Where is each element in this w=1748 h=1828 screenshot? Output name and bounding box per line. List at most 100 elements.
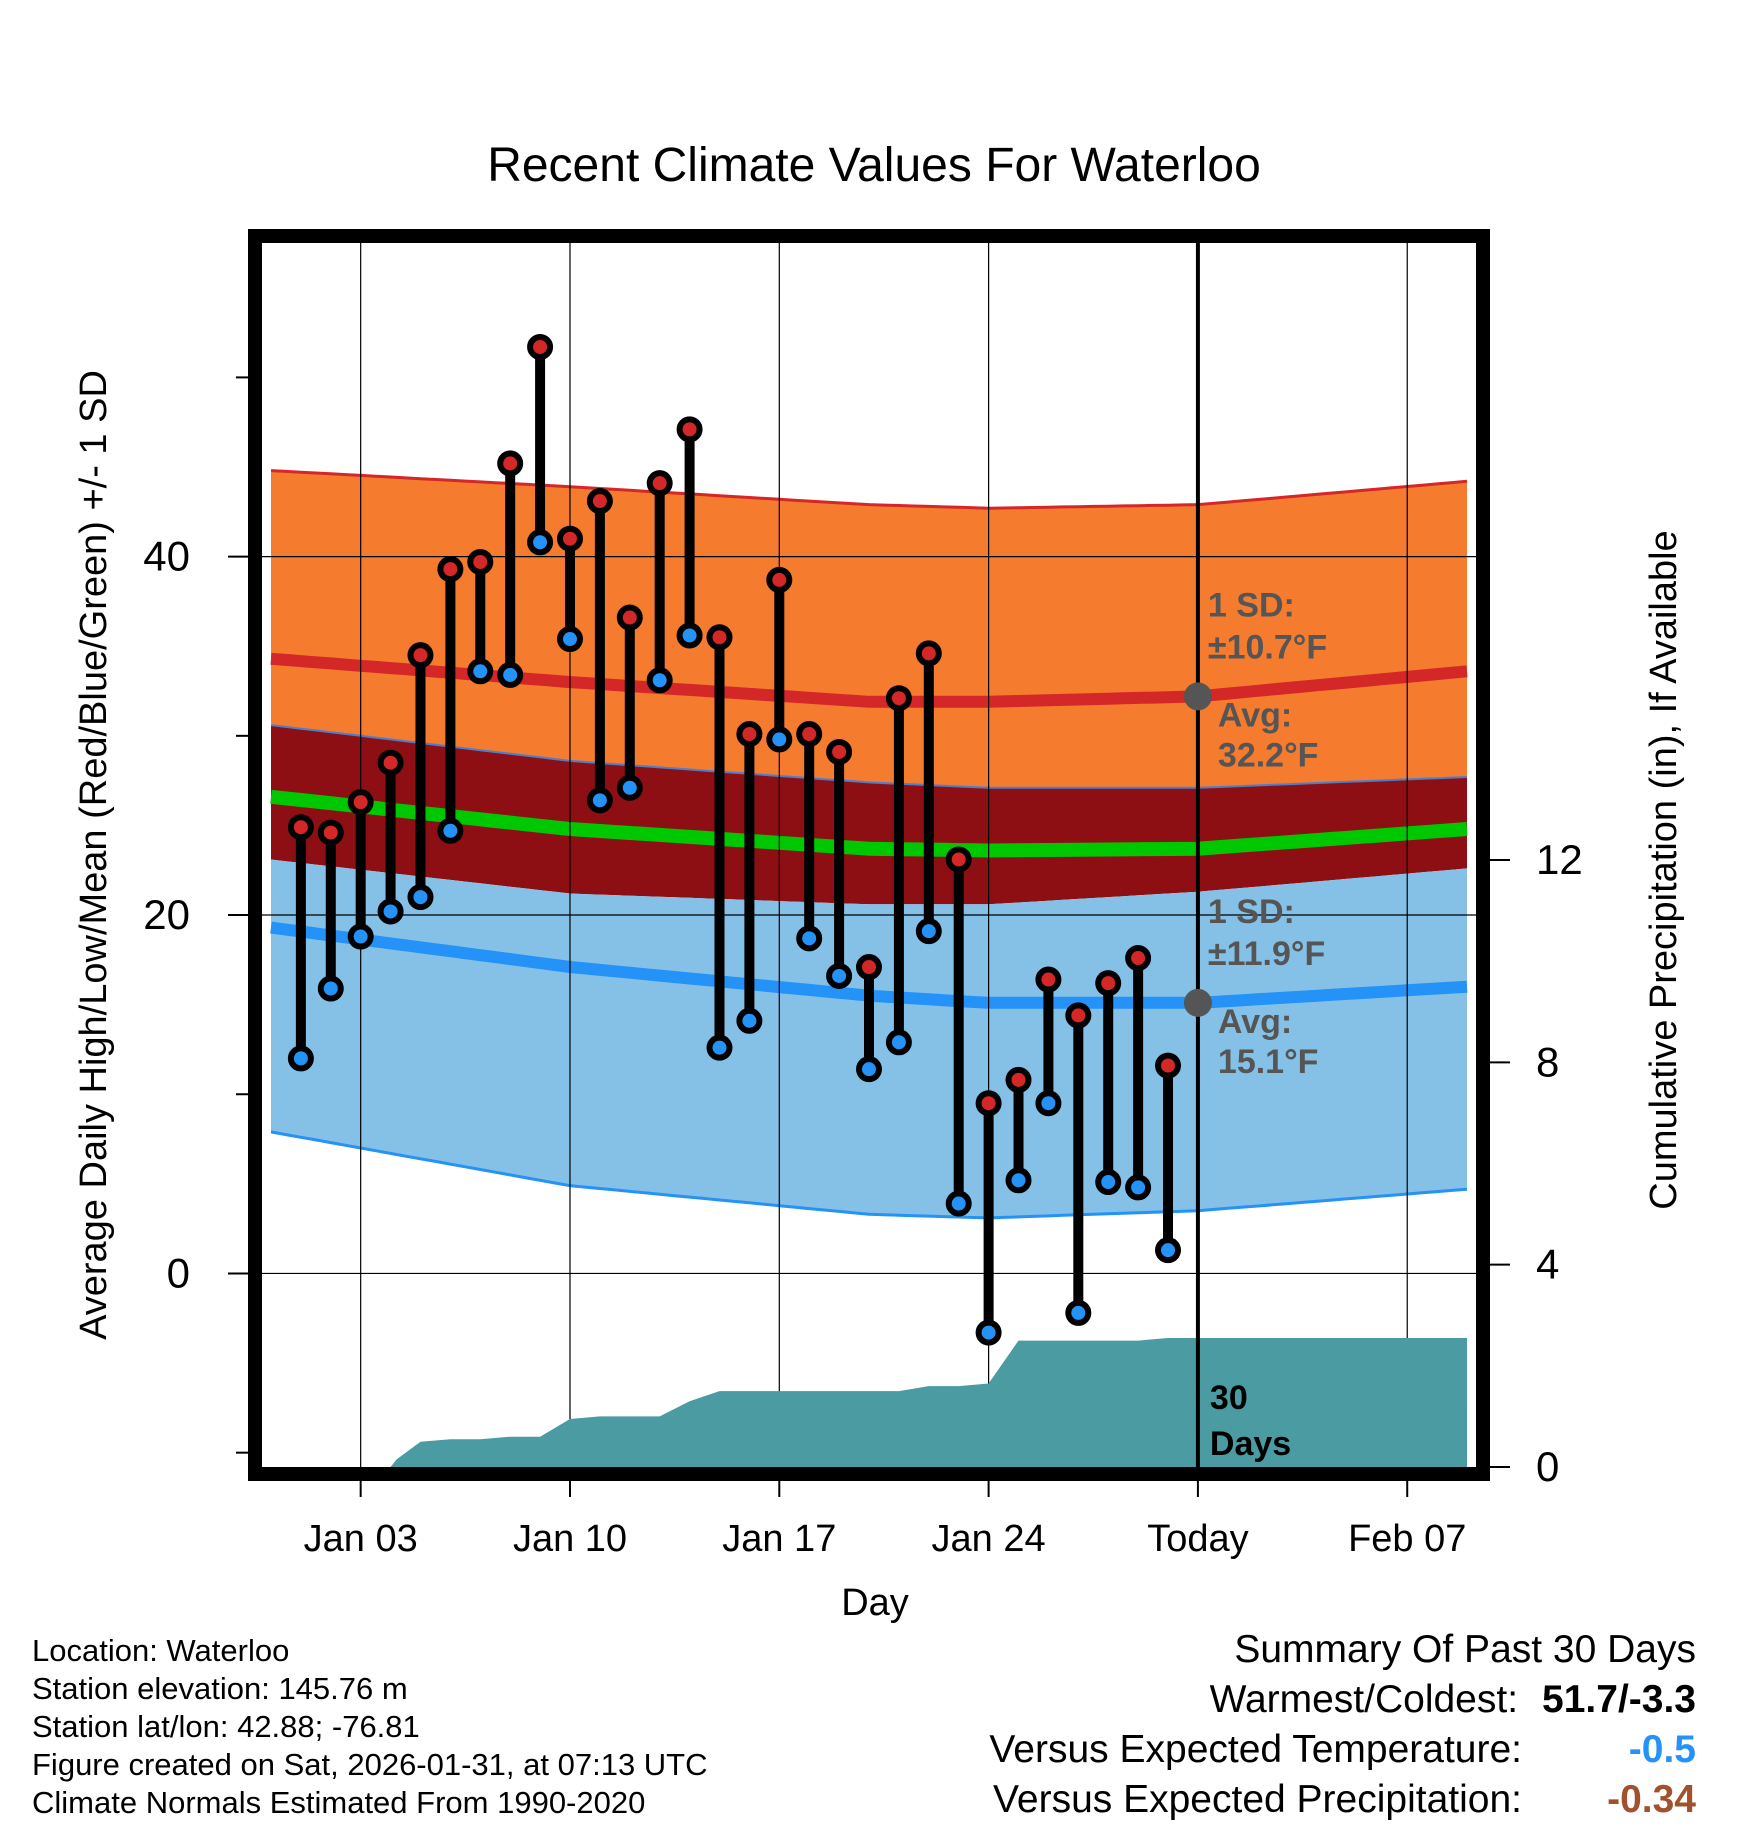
window-label-number: 30	[1210, 1379, 1248, 1417]
right-y-tick-label: 0	[1536, 1443, 1559, 1490]
right-y-tick-label: 12	[1536, 836, 1583, 883]
high-average-marker	[1183, 682, 1212, 711]
day-observation	[527, 333, 554, 556]
day-observation	[347, 789, 374, 950]
window-label-days: Days	[1210, 1425, 1291, 1463]
obs-low-marker	[826, 962, 853, 989]
day-observation	[287, 814, 314, 1072]
obs-high-marker	[646, 470, 673, 497]
summary-heading: Summary Of Past 30 Days	[1234, 1628, 1696, 1671]
obs-high-marker	[317, 819, 344, 846]
high-upper-edge	[270, 469, 1468, 510]
info-elevation: Station elevation: 145.76 m	[32, 1671, 408, 1706]
obs-low-marker	[377, 898, 404, 925]
day-observation	[1005, 1066, 1032, 1194]
obs-high-marker	[586, 488, 613, 515]
high-sd-value: ±10.7°F	[1208, 628, 1327, 666]
plot-frame	[248, 229, 1490, 1481]
right-y-tick-label: 4	[1536, 1241, 1559, 1288]
obs-high-marker	[616, 604, 643, 631]
low-average-marker	[1183, 988, 1212, 1017]
day-observation	[796, 721, 823, 952]
obs-high-marker	[377, 749, 404, 776]
left-y-tick-label: 20	[143, 891, 190, 938]
day-observation	[616, 604, 643, 801]
high-lower-edge	[270, 724, 1468, 789]
left-y-axis-label: Average Daily High/Low/Mean (Red/Blue/Gr…	[73, 370, 115, 1340]
day-observation	[736, 721, 763, 1034]
day-observation	[766, 566, 793, 753]
x-tick-label: Feb 07	[1348, 1518, 1466, 1560]
obs-low-marker	[1005, 1167, 1032, 1194]
x-tick-label: Jan 03	[304, 1518, 418, 1560]
obs-low-marker	[317, 975, 344, 1002]
x-tick-label: Jan 17	[722, 1518, 836, 1560]
obs-high-marker	[885, 685, 912, 712]
day-observation	[1065, 1002, 1092, 1326]
summary-warm-cold: Warmest/Coldest: 51.7/-3.3	[989, 1675, 1696, 1725]
obs-low-marker	[945, 1190, 972, 1217]
low-sd-value: ±11.9°F	[1208, 935, 1325, 973]
obs-high-marker	[975, 1090, 1002, 1117]
summary-temp: Versus Expected Temperature: -0.5	[989, 1725, 1696, 1775]
obs-low-marker	[1065, 1299, 1092, 1326]
x-tick-label: Jan 10	[513, 1518, 627, 1560]
obs-low-marker	[287, 1045, 314, 1072]
day-observation	[646, 470, 673, 694]
obs-low-marker	[437, 817, 464, 844]
cumulative-precip-area	[270, 1338, 1468, 1467]
obs-low-marker	[796, 925, 823, 952]
right-y-axis-label: Cumulative Precipitation (in), If Availa…	[1643, 530, 1685, 1209]
info-normals: Climate Normals Estimated From 1990-2020	[32, 1785, 646, 1820]
obs-high-marker	[497, 450, 524, 477]
day-observation	[586, 488, 613, 814]
precip-label: Versus Expected Precipitation:	[993, 1778, 1522, 1821]
obs-high-marker	[437, 556, 464, 583]
mean-average-line	[270, 789, 1468, 858]
info-location: Location: Waterloo	[32, 1633, 290, 1668]
precip-value: -0.34	[1607, 1778, 1696, 1821]
obs-high-marker	[676, 416, 703, 443]
chart-title: Recent Climate Values For Waterloo	[487, 139, 1261, 192]
day-observation	[945, 846, 972, 1217]
obs-high-marker	[407, 642, 434, 669]
obs-high-marker	[287, 814, 314, 841]
obs-low-marker	[856, 1056, 882, 1083]
summary-precip: Versus Expected Precipitation: -0.34	[989, 1775, 1696, 1825]
day-observation	[856, 954, 882, 1083]
left-y-tick-label: 40	[143, 533, 190, 580]
info-created: Figure created on Sat, 2026-01-31, at 07…	[32, 1747, 708, 1782]
day-observation	[467, 548, 494, 685]
obs-high-marker	[1065, 1002, 1092, 1029]
day-observation	[1035, 966, 1062, 1117]
obs-high-marker	[736, 721, 763, 748]
day-observation	[1125, 945, 1152, 1201]
day-observation	[706, 624, 733, 1061]
obs-high-marker	[556, 525, 583, 552]
summary-panel: Summary Of Past 30 Days Warmest/Coldest:…	[989, 1625, 1696, 1825]
day-observation	[676, 416, 703, 649]
obs-low-marker	[975, 1319, 1002, 1346]
day-observation	[826, 738, 853, 989]
x-tick-label: Today	[1147, 1518, 1248, 1560]
obs-low-marker	[1155, 1237, 1182, 1264]
day-observation	[437, 556, 464, 844]
obs-low-marker	[616, 774, 643, 801]
obs-high-marker	[467, 548, 494, 575]
day-observation	[885, 685, 912, 1056]
warm-cold-label: Warmest/Coldest:	[1209, 1678, 1519, 1721]
temp-value: -0.5	[1628, 1728, 1696, 1771]
obs-high-marker	[1005, 1066, 1032, 1093]
low-avg-value: 15.1°F	[1218, 1043, 1319, 1081]
obs-low-marker	[1125, 1174, 1152, 1201]
x-axis-label: Day	[841, 1582, 909, 1624]
right-y-tick-label: 8	[1536, 1038, 1559, 1085]
obs-low-marker	[1095, 1169, 1122, 1196]
obs-low-marker	[347, 923, 374, 950]
obs-high-marker	[766, 566, 793, 593]
obs-low-marker	[736, 1007, 763, 1034]
day-observation	[915, 640, 942, 945]
high-avg-label: Avg:	[1218, 696, 1292, 734]
obs-low-marker	[885, 1029, 912, 1056]
